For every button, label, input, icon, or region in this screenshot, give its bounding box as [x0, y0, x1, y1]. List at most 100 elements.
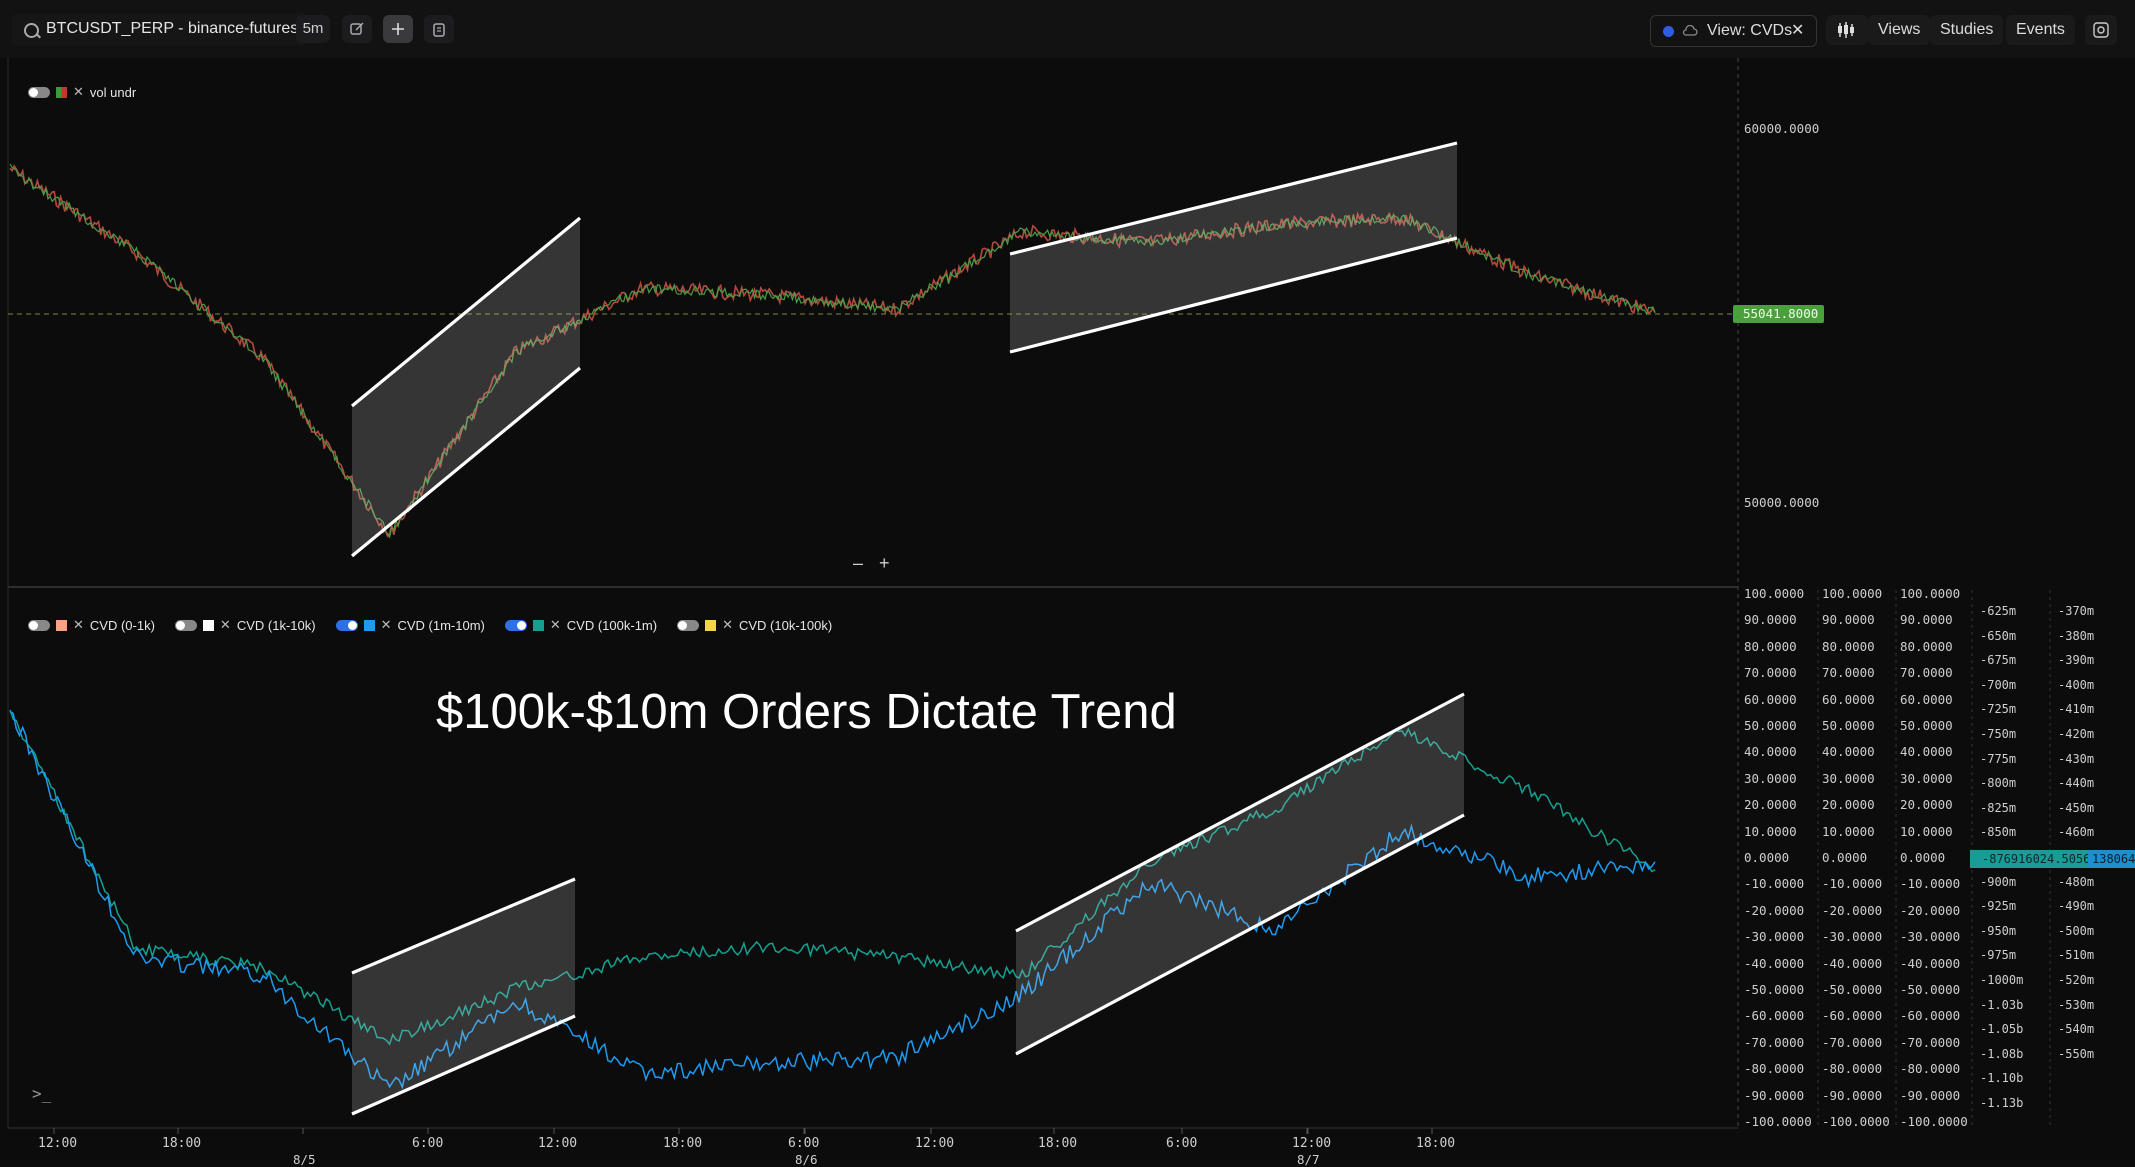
time-axis-label: 6:00: [788, 1136, 820, 1151]
price-legend-label: vol undr: [89, 84, 137, 100]
cvd-axis-label: -60.0000: [1900, 1008, 1961, 1024]
edit-button[interactable]: [342, 15, 372, 43]
cvd-axis-label: 10.0000: [1900, 823, 1953, 839]
cvd-axis-label: -540m: [2058, 1022, 2095, 1037]
price-axis-label: 60000.0000: [1744, 121, 1820, 136]
cvd-axis-label: -40.0000: [1822, 955, 1883, 971]
cvd-axis-label: -10.0000: [1900, 876, 1961, 892]
close-icon[interactable]: ✕: [1791, 22, 1805, 39]
cvd-toggle-0[interactable]: [28, 619, 50, 631]
cvd-toggle-3[interactable]: [504, 619, 527, 631]
interval-button[interactable]: 5m: [296, 15, 330, 43]
studies-menu[interactable]: Studies: [1930, 15, 2004, 45]
cvd-axis-label: -440m: [2058, 776, 2095, 791]
cvd-axis-label: -480m: [2058, 874, 2095, 889]
time-axis-label: 18:00: [1416, 1136, 1456, 1151]
cvd-axis-label: 20.0000: [1822, 797, 1875, 813]
settings-button[interactable]: [2085, 15, 2117, 45]
cvd-axis-label: -20.0000: [1822, 902, 1883, 918]
view-selector[interactable]: View: CVDs ✕: [1650, 15, 1817, 47]
cvd-axis-label: -30.0000: [1900, 929, 1961, 945]
add-button[interactable]: [383, 15, 413, 43]
cvd-axis-label: -60.0000: [1822, 1008, 1883, 1024]
cvd-axis-label: -975m: [1980, 948, 2017, 963]
price-legend-toggle[interactable]: [28, 86, 50, 98]
close-icon[interactable]: ✕: [219, 617, 231, 632]
cvd-axis-label: 10.0000: [1822, 823, 1875, 839]
cvd-axis-label: 20.0000: [1744, 797, 1797, 813]
cvd-axis-label: -410m: [2058, 702, 2095, 717]
cvd-axis-label: 30.0000: [1744, 770, 1797, 786]
cvd-axis-label: -420m: [2058, 727, 2095, 741]
chart-type-button[interactable]: [1826, 15, 1868, 45]
time-axis-label: 6:00: [412, 1136, 444, 1151]
cvd-axis-label: -675m: [1980, 653, 2017, 668]
time-axis-label: 18:00: [1038, 1136, 1078, 1151]
close-icon[interactable]: ✕: [73, 84, 84, 99]
zoom-in-button[interactable]: +: [879, 553, 890, 573]
cvd-axis-label: -550m: [2058, 1046, 2095, 1061]
cvd-axis-label: -20.0000: [1900, 902, 1961, 918]
close-icon[interactable]: ✕: [722, 617, 733, 632]
chart-annotation-text: $100k-$10m Orders Dictate Trend: [436, 685, 1177, 739]
clipboard-button[interactable]: [424, 15, 454, 43]
cvd-axis-label: -530m: [2058, 997, 2095, 1012]
close-icon[interactable]: ✕: [380, 617, 392, 632]
cvd-toggle-4[interactable]: [677, 619, 700, 631]
cvd-swatch: [56, 619, 67, 631]
cvd-legend-label: CVD (100k-1m): [566, 617, 658, 633]
cvd-legend-item: ✕ CVD (1k-10k): [174, 617, 316, 633]
cvd-axis-label: 90.0000: [1900, 612, 1953, 628]
candles-icon: [1838, 22, 1854, 38]
cvd-toggle-1[interactable]: [174, 619, 197, 631]
cvd-axis-label: 50.0000: [1744, 718, 1797, 733]
cvd-swatch: [363, 619, 375, 631]
cvd-axis-label: -400m: [2058, 677, 2095, 692]
close-icon[interactable]: ✕: [549, 617, 561, 632]
cvd-axis-label: -90.0000: [1900, 1087, 1961, 1103]
terminal-icon[interactable]: >_: [32, 1084, 52, 1103]
cvd-axis-label: -1.03b: [1980, 997, 2024, 1012]
cvd-1m-10m-line: [9, 710, 1656, 1090]
cvd-axis-label: 80.0000: [1900, 638, 1953, 654]
cvd-axis-label: -70.0000: [1822, 1034, 1883, 1050]
cvd-axis-label: -925m: [1980, 899, 2017, 914]
cvd-toggle-2[interactable]: [335, 619, 358, 631]
cvd-axis-label: 30.0000: [1822, 770, 1875, 786]
cvd-axis-label: -60.0000: [1744, 1008, 1805, 1024]
cvd-channel-1: [352, 879, 575, 1114]
last-price-tag: 55041.8000: [1733, 305, 1825, 323]
zoom-out-button[interactable]: –: [853, 553, 864, 573]
events-menu[interactable]: Events: [2006, 15, 2075, 45]
cvd-axis-label: -30.0000: [1822, 929, 1883, 945]
cvd-swatch: [532, 619, 544, 631]
cvd-axis-label: -100.0000: [1822, 1114, 1890, 1129]
settings-icon: [2093, 22, 2109, 38]
price-axis-label: 50000.0000: [1744, 495, 1820, 510]
cvd-axis-label: 10.0000: [1744, 823, 1797, 839]
time-axis-label: 12:00: [538, 1136, 578, 1151]
cvd-axis-label: -70.0000: [1900, 1034, 1961, 1050]
cvd-legend-label: CVD (1k-10k): [236, 617, 316, 633]
price-series-line-green: [9, 163, 1656, 539]
views-menu[interactable]: Views: [1868, 15, 1931, 45]
cvd-channel-2: [1016, 694, 1464, 1054]
time-axis-label: 18:00: [162, 1136, 202, 1151]
cvd-axis-label: 0.0000: [1822, 850, 1868, 865]
time-axis-label: 18:00: [663, 1136, 703, 1151]
cvd-axis-label: -100.0000: [1744, 1114, 1812, 1129]
cvd-axis-label: -20.0000: [1744, 902, 1805, 918]
date-axis-label: 8/6: [795, 1152, 818, 1167]
time-axis-label: 12:00: [38, 1136, 78, 1151]
cvd-axis-label: -750m: [1980, 727, 2017, 741]
cvd-axis-label: -70.0000: [1744, 1034, 1805, 1050]
cvd-legend: ✕ CVD (0-1k) ✕ CVD (1k-10k) ✕ CVD (1m-10…: [28, 617, 846, 633]
cvd-axis-label: -625m: [1980, 604, 2017, 618]
cvd-axis-label: -1.10b: [1980, 1071, 2024, 1086]
cvd-axis-label: -80.0000: [1822, 1061, 1883, 1077]
cvd-axis-label: -40.0000: [1900, 955, 1961, 971]
symbol-search[interactable]: BTCUSDT_PERP - binance-futures: [12, 13, 309, 45]
close-icon[interactable]: ✕: [73, 617, 84, 632]
cvd-axis-label: 0.0000: [1900, 850, 1946, 865]
